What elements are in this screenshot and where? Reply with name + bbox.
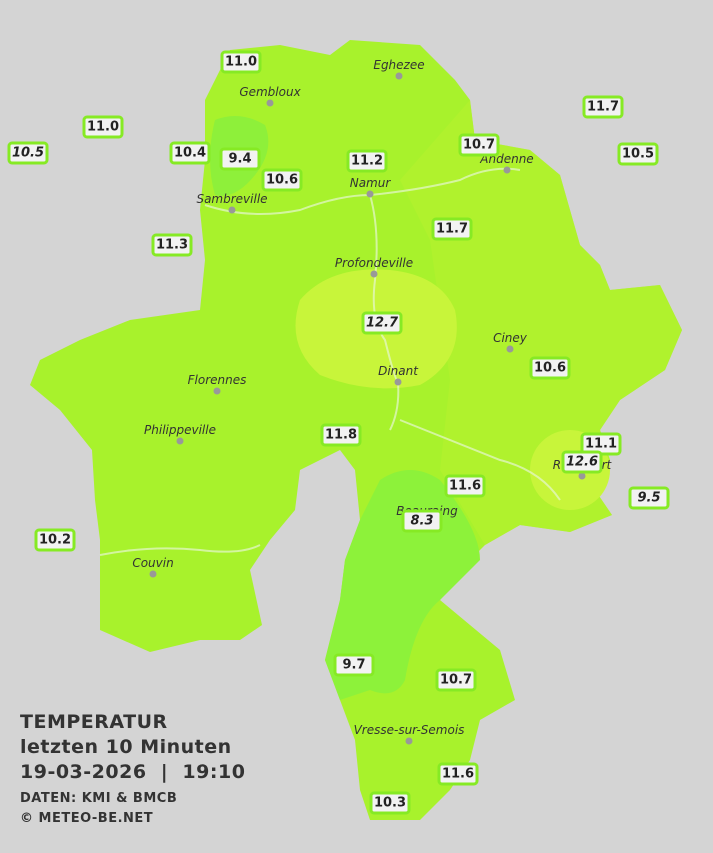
station-value: 10.3 [374, 796, 406, 811]
station-value: 11.6 [449, 479, 481, 494]
station-value: 10.4 [174, 146, 206, 161]
station-value: 11.2 [351, 154, 383, 169]
station-value: 10.2 [39, 533, 71, 548]
station-box [82, 115, 124, 139]
station-box [561, 450, 603, 474]
station-box [582, 95, 624, 119]
station-value: 11.0 [87, 120, 119, 135]
town-label: Vresse-sur-Semois [354, 723, 465, 737]
town-label: Namur [350, 176, 392, 190]
station-value: 11.0 [225, 55, 257, 70]
town-dot [370, 270, 378, 278]
station-box [435, 668, 477, 692]
station-value: 11.7 [436, 222, 468, 237]
station-value: 11.7 [587, 100, 619, 115]
copyright: © METEO-BE.NET [20, 811, 154, 826]
station-box [169, 141, 211, 165]
town-label: Philippeville [144, 423, 216, 437]
station-box [346, 149, 388, 173]
town-dot [213, 387, 221, 395]
station-box [34, 528, 76, 552]
station-value: 10.5 [622, 147, 654, 162]
station-value: 9.4 [228, 152, 251, 167]
title: TEMPERATUR [20, 711, 168, 733]
station-box [219, 147, 261, 171]
station-value: 11.1 [585, 437, 617, 452]
station-box [458, 133, 500, 157]
station-box [628, 486, 670, 510]
station-value: 9.5 [637, 491, 660, 506]
legend: TEMPERATUR letzten 10 Minuten 19-03-2026… [20, 710, 245, 829]
station-box [529, 356, 571, 380]
town-dot [578, 472, 586, 480]
station-value: 9.7 [342, 658, 365, 673]
source: DATEN: KMI & BMCB [20, 791, 178, 806]
town-label: Dinant [378, 364, 419, 378]
town-dot [366, 190, 374, 198]
town-label: Gembloux [239, 85, 301, 99]
station-box [444, 474, 486, 498]
station-value: 11.8 [325, 428, 357, 443]
town-dot [394, 378, 402, 386]
station-box [220, 50, 262, 74]
station-value: 10.5 [12, 146, 44, 161]
town-label: Profondeville [335, 256, 413, 270]
town-label: Ciney [493, 331, 528, 345]
station-value: 10.6 [534, 361, 566, 376]
station-box [151, 233, 193, 257]
town-dot [395, 72, 403, 80]
station-box [361, 311, 403, 335]
station-box [437, 762, 479, 786]
station-value: 11.3 [156, 238, 188, 253]
east-zone [400, 100, 682, 545]
town-dot [266, 99, 274, 107]
station-box [333, 653, 375, 677]
station-box [617, 142, 659, 166]
town-dot [503, 166, 511, 174]
station-box [369, 791, 411, 815]
station-value: 10.7 [440, 673, 472, 688]
town-label: Couvin [132, 556, 173, 570]
town-dot [228, 206, 236, 214]
station-box [261, 168, 303, 192]
station-box [320, 423, 362, 447]
station-box [7, 141, 49, 165]
town-label: Sambreville [196, 192, 267, 206]
town-dot [506, 345, 514, 353]
subtitle: letzten 10 Minuten [20, 736, 232, 758]
station-value: 10.7 [463, 138, 495, 153]
station-value: 12.7 [366, 316, 399, 331]
station-box [431, 217, 473, 241]
station-box [401, 509, 443, 533]
town-dot [176, 437, 184, 445]
station-value: 10.6 [266, 173, 298, 188]
station-value: 12.6 [566, 455, 598, 470]
town-dot [149, 570, 157, 578]
town-label: Florennes [188, 373, 247, 387]
town-label: Eghezee [373, 58, 424, 72]
town-dot [405, 737, 413, 745]
station-value: 11.6 [442, 767, 474, 782]
station-value: 8.3 [410, 514, 433, 529]
timestamp: 19-03-2026 | 19:10 [20, 761, 246, 783]
